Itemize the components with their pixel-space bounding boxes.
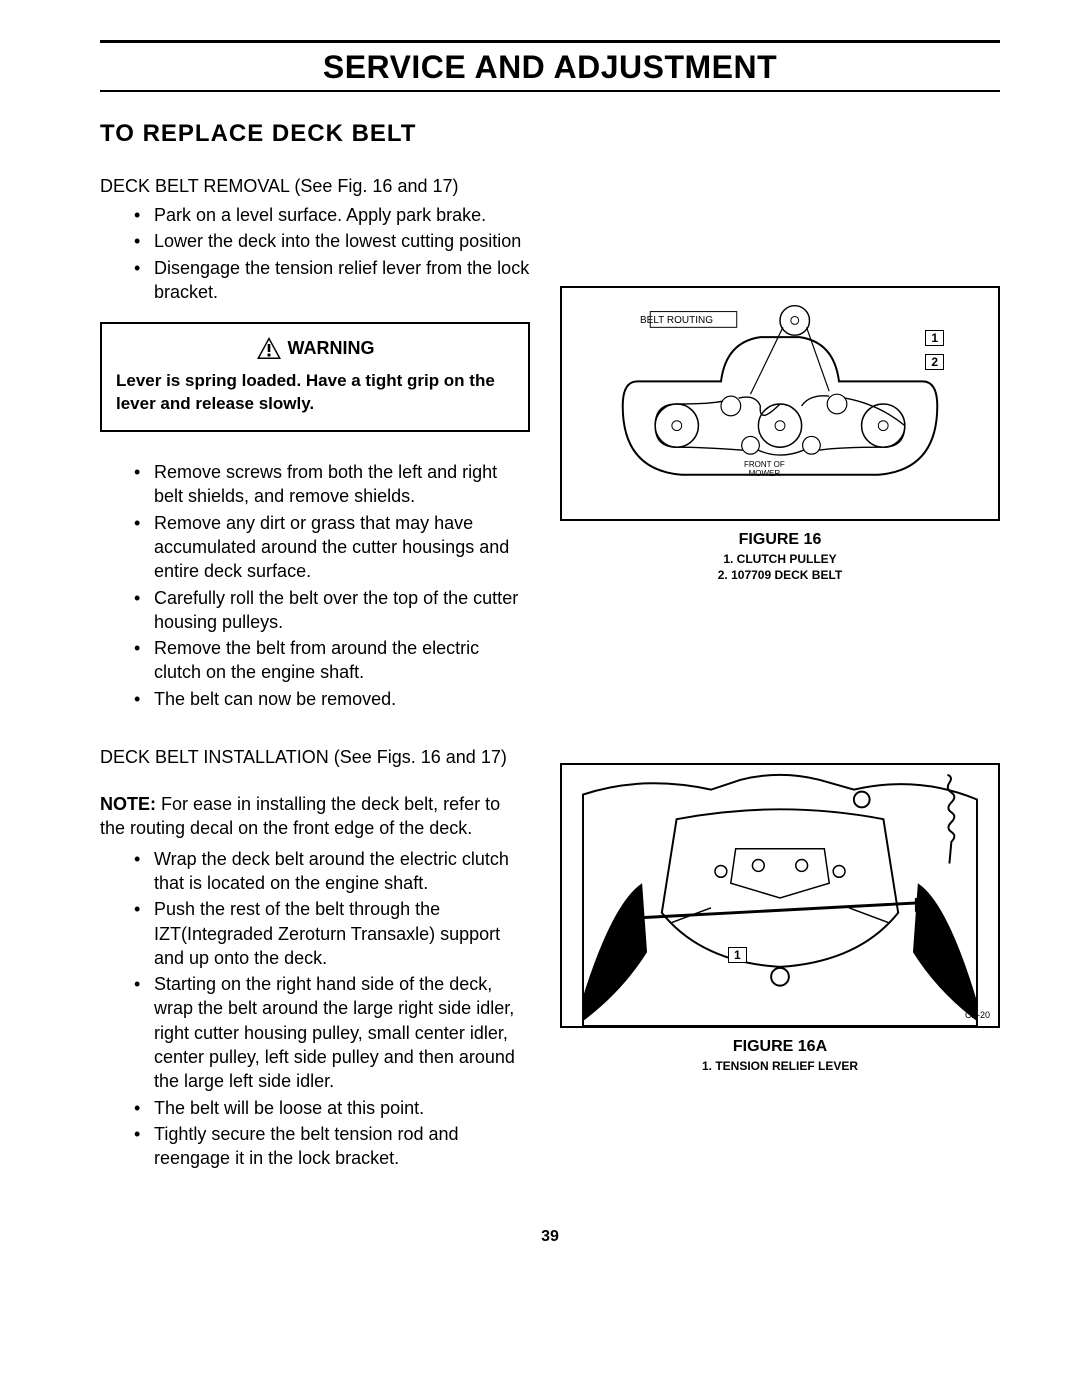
list-item: Park on a level surface. Apply park brak… xyxy=(154,203,530,227)
warning-triangle-icon xyxy=(256,336,282,360)
figure-16a-diagram xyxy=(562,765,998,1026)
removal-heading: DECK BELT REMOVAL (See Fig. 16 and 17) xyxy=(100,176,530,197)
figure-16-box: BELT ROUTING FRONT OF MOWER 1 2 xyxy=(560,286,1000,521)
list-item: Starting on the right hand side of the d… xyxy=(154,972,530,1093)
figure-16-diagram xyxy=(562,288,998,519)
list-item: Disengage the tension relief lever from … xyxy=(154,256,530,305)
list-item: Push the rest of the belt through the IZ… xyxy=(154,897,530,970)
warning-box: WARNING Lever is spring loaded. Have a t… xyxy=(100,322,530,432)
figure16-legend: 1. CLUTCH PULLEY 2. 107709 DECK BELT xyxy=(560,551,1000,583)
list-item: Remove any dirt or grass that may have a… xyxy=(154,511,530,584)
section-title: TO REPLACE DECK BELT xyxy=(100,120,1000,148)
list-item: Wrap the deck belt around the electric c… xyxy=(154,847,530,896)
list-item: The belt can now be removed. xyxy=(154,687,530,711)
header-rule-bottom xyxy=(100,90,1000,92)
warning-header: WARNING xyxy=(116,336,514,360)
belt-routing-label: BELT ROUTING xyxy=(640,315,713,326)
note-text: For ease in installing the deck belt, re… xyxy=(100,794,500,838)
install-note: NOTE: For ease in installing the deck be… xyxy=(100,792,530,841)
header-rule-top xyxy=(100,40,1000,43)
figure16a-caption: FIGURE 16A xyxy=(560,1038,1000,1056)
figure16a-callout-1: 1 xyxy=(728,947,747,963)
warning-text: Lever is spring loaded. Have a tight gri… xyxy=(116,370,514,416)
page-number: 39 xyxy=(100,1228,1000,1246)
figure16a-corner-code: CZ-20 xyxy=(965,1010,990,1020)
page-title: SERVICE AND ADJUSTMENT xyxy=(100,49,1000,86)
figure16a-legend: 1. TENSION RELIEF LEVER xyxy=(560,1058,1000,1074)
install-steps: Wrap the deck belt around the electric c… xyxy=(100,847,530,1171)
removal-steps-1: Park on a level surface. Apply park brak… xyxy=(100,203,530,304)
front-of-mower-label: FRONT OF MOWER xyxy=(744,460,785,478)
left-column: DECK BELT REMOVAL (See Fig. 16 and 17) P… xyxy=(100,176,530,1188)
figure16-caption: FIGURE 16 xyxy=(560,531,1000,549)
list-item: The belt will be loose at this point. xyxy=(154,1096,530,1120)
list-item: Tightly secure the belt tension rod and … xyxy=(154,1122,530,1171)
figure16-callout-1: 1 xyxy=(925,330,944,346)
right-column: BELT ROUTING FRONT OF MOWER 1 2 FIGURE 1… xyxy=(560,176,1000,1188)
list-item: Remove screws from both the left and rig… xyxy=(154,460,530,509)
removal-steps-2: Remove screws from both the left and rig… xyxy=(100,460,530,711)
warning-label: WARNING xyxy=(288,338,375,359)
install-heading: DECK BELT INSTALLATION (See Figs. 16 and… xyxy=(100,747,530,768)
note-label: NOTE: xyxy=(100,794,156,814)
list-item: Remove the belt from around the electric… xyxy=(154,636,530,685)
figure16-callout-2: 2 xyxy=(925,354,944,370)
list-item: Carefully roll the belt over the top of … xyxy=(154,586,530,635)
figure-16a-box: 1 CZ-20 xyxy=(560,763,1000,1028)
list-item: Lower the deck into the lowest cutting p… xyxy=(154,229,530,253)
